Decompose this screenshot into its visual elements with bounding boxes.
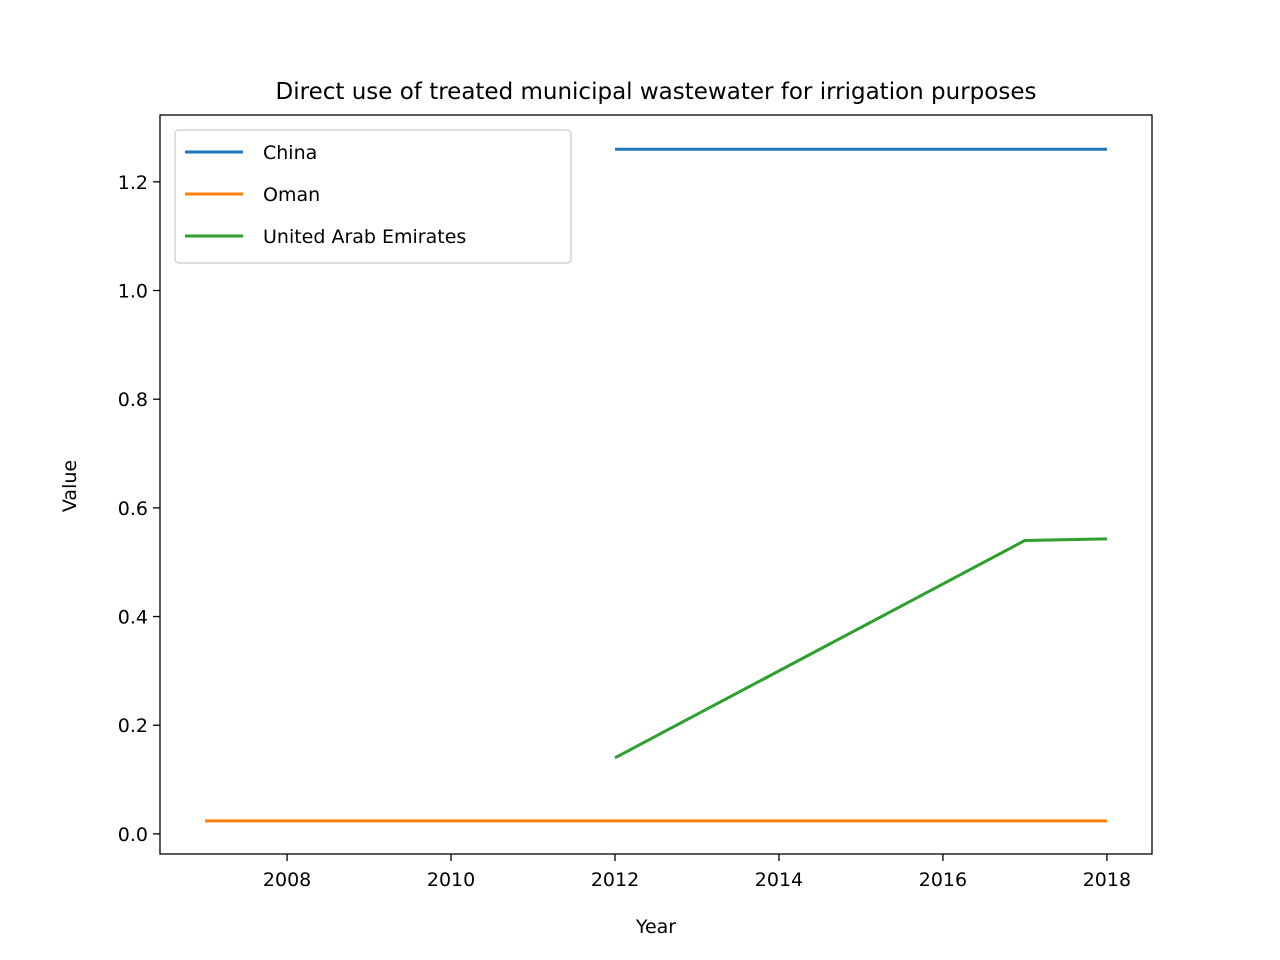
legend: China Oman United Arab Emirates [174, 129, 572, 264]
series-lines [205, 147, 1107, 823]
chart-title: Direct use of treated municipal wastewat… [276, 79, 1037, 105]
y-axis-label: Value [59, 460, 81, 512]
x-axis-label: Year [635, 916, 676, 938]
x-tick-label: 2012 [591, 869, 639, 891]
legend-entry-china: China [185, 142, 317, 164]
x-tick-label: 2016 [919, 869, 967, 891]
y-tick-label: 0.8 [118, 389, 148, 411]
axes-frame [159, 114, 1153, 855]
x-axis: 2008 2010 2012 2014 2016 2018 [263, 854, 1131, 891]
y-tick-label: 1.2 [118, 172, 148, 194]
legend-entry-oman: Oman [185, 184, 320, 206]
y-tick-label: 1.0 [118, 281, 148, 303]
x-tick-label: 2018 [1083, 869, 1131, 891]
legend-label: Oman [263, 184, 320, 206]
plot-area [159, 114, 1153, 855]
legend-label: China [263, 142, 317, 164]
series-line-united-arab-emirates [614, 537, 1107, 760]
legend-box [174, 129, 572, 264]
y-tick-label: 0.0 [118, 824, 148, 846]
y-tick-label: 0.6 [118, 498, 148, 520]
legend-entry-united-arab-emirates: United Arab Emirates [185, 226, 466, 248]
y-axis: 0.0 0.2 0.4 0.6 0.8 1.0 1.2 [118, 172, 160, 846]
x-tick-label: 2014 [755, 869, 803, 891]
y-tick-label: 0.2 [118, 715, 148, 737]
legend-label: United Arab Emirates [263, 226, 466, 248]
y-tick-label: 0.4 [118, 607, 148, 629]
x-tick-label: 2010 [427, 869, 475, 891]
x-tick-label: 2008 [263, 869, 311, 891]
